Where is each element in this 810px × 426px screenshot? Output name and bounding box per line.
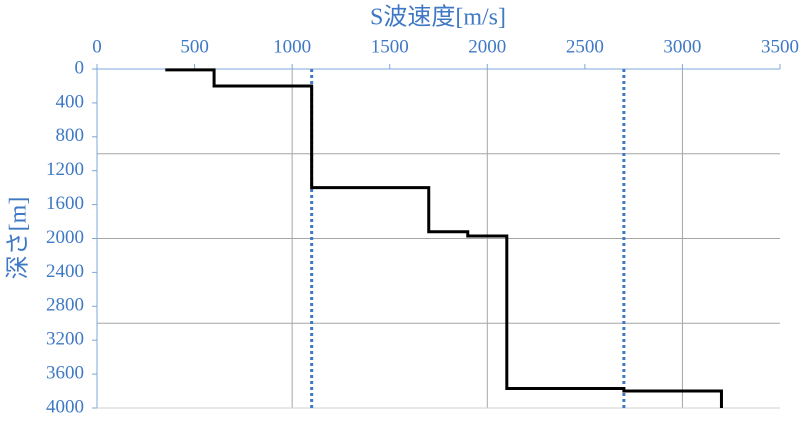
y-tick-label: 4000 [46,396,84,417]
x-tick-label: 3500 [761,36,799,57]
x-tick-label: 3000 [663,36,701,57]
y-tick-label: 400 [56,91,85,112]
y-tick-label: 800 [56,125,85,146]
x-tick-label: 2000 [468,36,506,57]
profile-line [165,68,723,408]
y-tick-label: 2400 [46,261,84,282]
x-tick-label: 0 [92,36,102,57]
x-tick-label: 1500 [371,36,409,57]
x-axis-title: S波速度[m/s] [370,4,506,31]
y-tick-label: 3600 [46,362,84,383]
y-tick-label: 3200 [46,329,84,350]
y-tick-label: 2000 [46,227,84,248]
y-tick-label: 1200 [46,159,84,180]
x-tick-label: 500 [180,36,209,57]
y-tick-label: 1600 [46,193,84,214]
x-tick-label: 2500 [566,36,604,57]
y-tick-label: 2800 [46,295,84,316]
y-tick-label: 0 [75,57,85,78]
y-axis-title: 深さ[m] [5,197,32,280]
x-tick-label: 1000 [273,36,311,57]
